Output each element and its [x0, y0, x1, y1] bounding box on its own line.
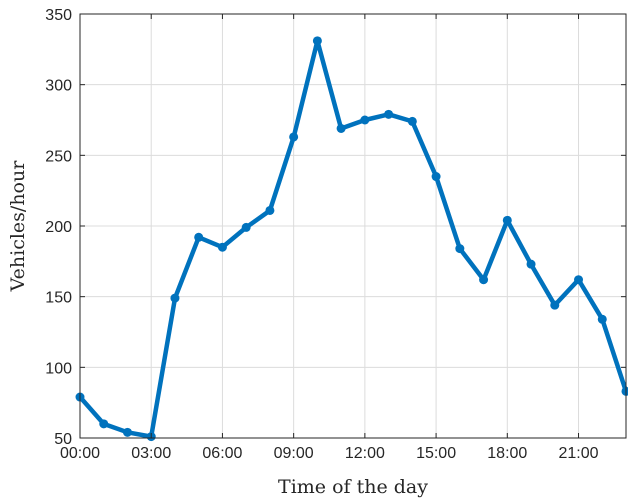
- data-point: [265, 205, 275, 215]
- y-tick-label: 200: [45, 219, 72, 236]
- x-tick-label: 06:00: [202, 445, 242, 462]
- data-point: [526, 259, 536, 269]
- data-point: [384, 109, 394, 119]
- data-point: [597, 314, 607, 324]
- data-point: [455, 244, 465, 254]
- y-tick-label: 350: [45, 7, 72, 24]
- y-tick-label: 250: [45, 148, 72, 165]
- x-tick-label: 00:00: [60, 445, 100, 462]
- data-point: [122, 427, 132, 437]
- series-layer: [75, 36, 628, 442]
- y-axis-label: Vehicles/hour: [7, 160, 29, 293]
- data-point: [289, 132, 299, 142]
- y-tick-label: 50: [54, 431, 72, 448]
- series-line: [77, 38, 628, 439]
- data-point: [621, 386, 628, 396]
- x-tick-label: 03:00: [131, 445, 171, 462]
- data-point: [574, 275, 584, 285]
- data-point: [479, 275, 489, 285]
- data-point: [170, 293, 180, 303]
- data-point: [360, 115, 370, 125]
- y-tick-label: 100: [45, 360, 72, 377]
- data-point: [550, 300, 560, 310]
- x-tick-label: 12:00: [345, 445, 385, 462]
- data-point: [241, 222, 251, 232]
- data-point: [336, 123, 346, 133]
- x-axis-label: Time of the day: [278, 476, 428, 498]
- x-tick-label: 09:00: [274, 445, 314, 462]
- data-point: [312, 36, 322, 46]
- x-tick-label: 21:00: [558, 445, 598, 462]
- x-tick-label: 18:00: [487, 445, 527, 462]
- data-point: [217, 242, 227, 252]
- data-point: [194, 232, 204, 242]
- y-tick-label: 300: [45, 78, 72, 95]
- ticks: 00:00 03:00 06:00 09:00 12:00 15:00 18:00 21:00…: [45, 7, 626, 462]
- data-point: [407, 116, 417, 126]
- data-point: [99, 419, 109, 429]
- data-point: [431, 172, 441, 182]
- data-point: [502, 215, 512, 225]
- x-tick-label: 15:00: [416, 445, 456, 462]
- y-tick-label: 150: [45, 290, 72, 307]
